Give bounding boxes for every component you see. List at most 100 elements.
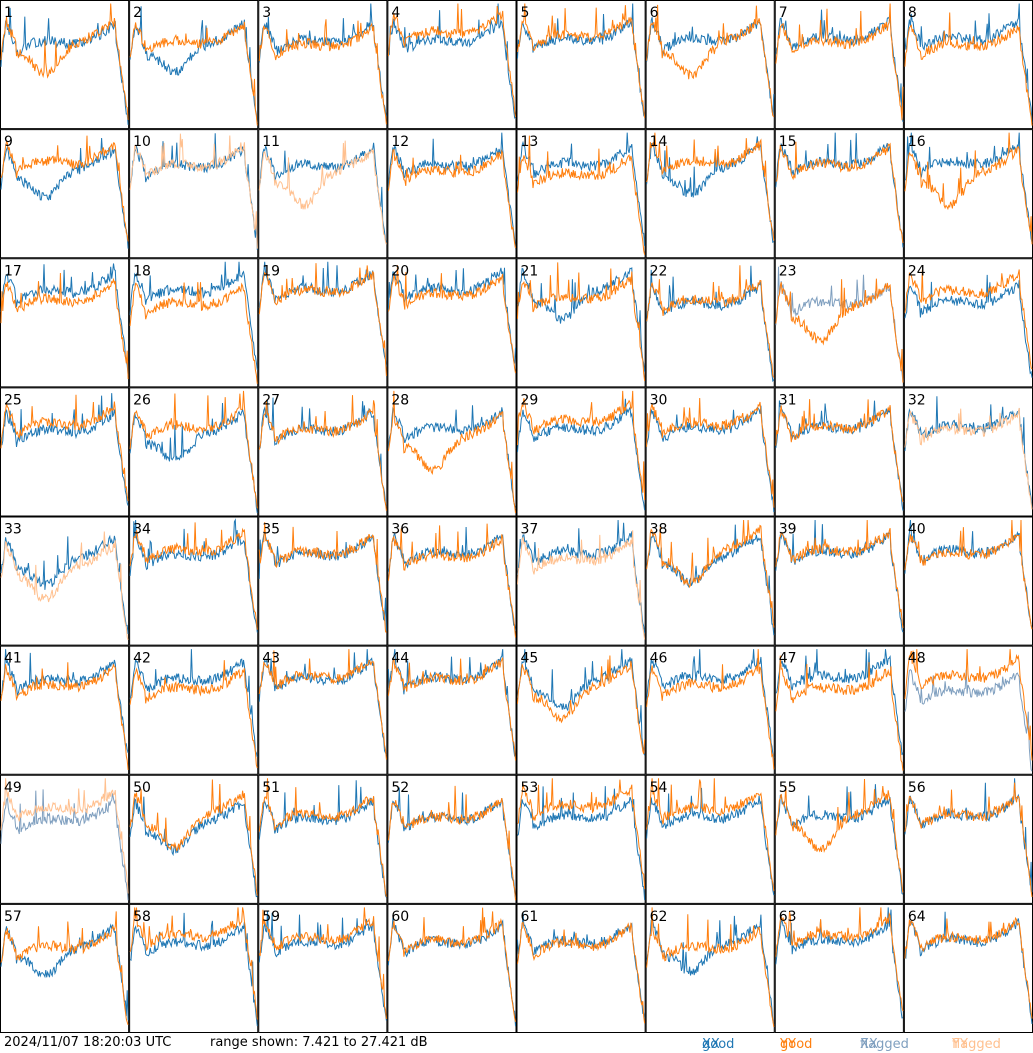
panel-46: 46 xyxy=(645,645,775,775)
panel-42-yy-line xyxy=(129,660,258,769)
panel-frame xyxy=(0,0,130,130)
panel-label: 54 xyxy=(650,780,668,796)
panel-13: 13 xyxy=(516,129,646,259)
panel-label: 43 xyxy=(262,651,280,667)
panel-11-yy-line xyxy=(258,140,387,245)
panel-24-xx-line xyxy=(904,274,1033,378)
panel-4-yy-line xyxy=(387,3,516,118)
panel-8-xx-line xyxy=(904,3,1033,123)
panel-57-yy-line xyxy=(0,911,129,1026)
panel-36-yy-line xyxy=(387,523,516,638)
panel-frame xyxy=(645,903,775,1033)
panel-label: 16 xyxy=(908,134,926,150)
panel-label: 2 xyxy=(133,5,142,21)
panel-5-yy-line xyxy=(517,3,646,118)
panel-62-yy-line xyxy=(646,907,775,1027)
panel-frame xyxy=(645,516,775,646)
panel-23: 23 xyxy=(774,258,904,388)
panel-6: 6 xyxy=(645,0,775,130)
panel-26-yy-line xyxy=(129,390,258,509)
panel-label: 13 xyxy=(521,134,539,150)
panel-label: 26 xyxy=(133,392,151,408)
panel-33-xx-line xyxy=(0,534,129,634)
panel-17: 17 xyxy=(0,258,130,388)
panel-2-xx-line xyxy=(129,6,258,124)
panel-33: 33 xyxy=(0,516,130,646)
panel-12-xx-line xyxy=(387,132,516,249)
panel-label: 25 xyxy=(4,392,22,408)
panel-26-xx-line xyxy=(129,402,258,514)
panel-label: 10 xyxy=(133,134,151,150)
panel-frame xyxy=(387,129,517,259)
panel-9-yy-line xyxy=(0,135,129,242)
panel-17-xx-line xyxy=(0,263,129,376)
panel-label: 17 xyxy=(4,263,22,279)
panel-label: 42 xyxy=(133,651,151,667)
panel-frame xyxy=(258,0,388,130)
panel-frame xyxy=(387,903,517,1033)
panel-43: 43 xyxy=(258,645,388,775)
panel-46-yy-line xyxy=(646,649,775,770)
panel-37-yy-line xyxy=(517,530,646,640)
panel-20-yy-line xyxy=(387,265,516,374)
panel-18: 18 xyxy=(129,258,259,388)
panel-38-xx-line xyxy=(646,524,775,636)
panel-16-xx-line xyxy=(904,132,1033,243)
panel-label: 20 xyxy=(391,263,409,279)
panel-26: 26 xyxy=(129,387,259,517)
panel-frame xyxy=(258,387,388,517)
panel-frame xyxy=(903,0,1033,130)
panel-15: 15 xyxy=(774,129,904,259)
panel-34: 34 xyxy=(129,516,259,646)
panel-37: 37 xyxy=(516,516,646,646)
panel-44: 44 xyxy=(387,645,517,775)
panel-50-yy-line xyxy=(129,779,258,896)
panel-28-yy-line xyxy=(387,390,516,514)
panel-1-xx-line xyxy=(0,7,129,125)
panel-16: 16 xyxy=(903,129,1033,259)
panel-label: 39 xyxy=(779,522,797,538)
panel-19: 19 xyxy=(258,258,388,388)
panel-label: 45 xyxy=(521,651,539,667)
panel-46-xx-line xyxy=(646,649,775,758)
timestamp: 2024/11/07 18:20:03 UTC xyxy=(4,1035,172,1050)
panel-55-yy-line xyxy=(775,778,904,893)
panel-label: 50 xyxy=(133,780,151,796)
panel-label: 51 xyxy=(262,780,280,796)
panel-label: 3 xyxy=(262,5,271,21)
panel-frame xyxy=(0,903,130,1033)
panel-frame xyxy=(774,645,904,775)
panel-label: 8 xyxy=(908,5,917,21)
panel-39-yy-line xyxy=(775,519,904,628)
panel-53-xx-line xyxy=(517,786,646,901)
panel-frame xyxy=(258,774,388,904)
panel-label: 53 xyxy=(521,780,539,796)
panel-label: 15 xyxy=(779,134,797,150)
panel-label: 6 xyxy=(650,5,659,21)
panel-frame xyxy=(129,774,259,904)
panel-18-yy-line xyxy=(129,282,258,384)
panel-54-xx-line xyxy=(646,787,775,896)
panel-label: 36 xyxy=(391,522,409,538)
panel-label: 29 xyxy=(521,392,539,408)
panel-label: 46 xyxy=(650,651,668,667)
panel-53-yy-line xyxy=(517,778,646,889)
panel-frame xyxy=(645,645,775,775)
panel-27: 27 xyxy=(258,387,388,517)
panel-47-yy-line xyxy=(775,655,904,771)
panel-label: 27 xyxy=(262,392,280,408)
panel-55: 55 xyxy=(774,774,904,904)
panel-frame xyxy=(645,258,775,388)
panel-29-yy-line xyxy=(517,390,646,501)
panel-51-yy-line xyxy=(258,778,387,897)
panel-35: 35 xyxy=(258,516,388,646)
panel-21-yy-line xyxy=(517,262,646,381)
panel-13-xx-line xyxy=(517,132,646,247)
panel-8: 8 xyxy=(903,0,1033,130)
panel-3: 3 xyxy=(258,0,388,130)
panel-41: 41 xyxy=(0,645,130,775)
panel-label: 7 xyxy=(779,5,788,21)
panel-frame xyxy=(903,774,1033,904)
panel-23-yy-line xyxy=(775,278,904,383)
